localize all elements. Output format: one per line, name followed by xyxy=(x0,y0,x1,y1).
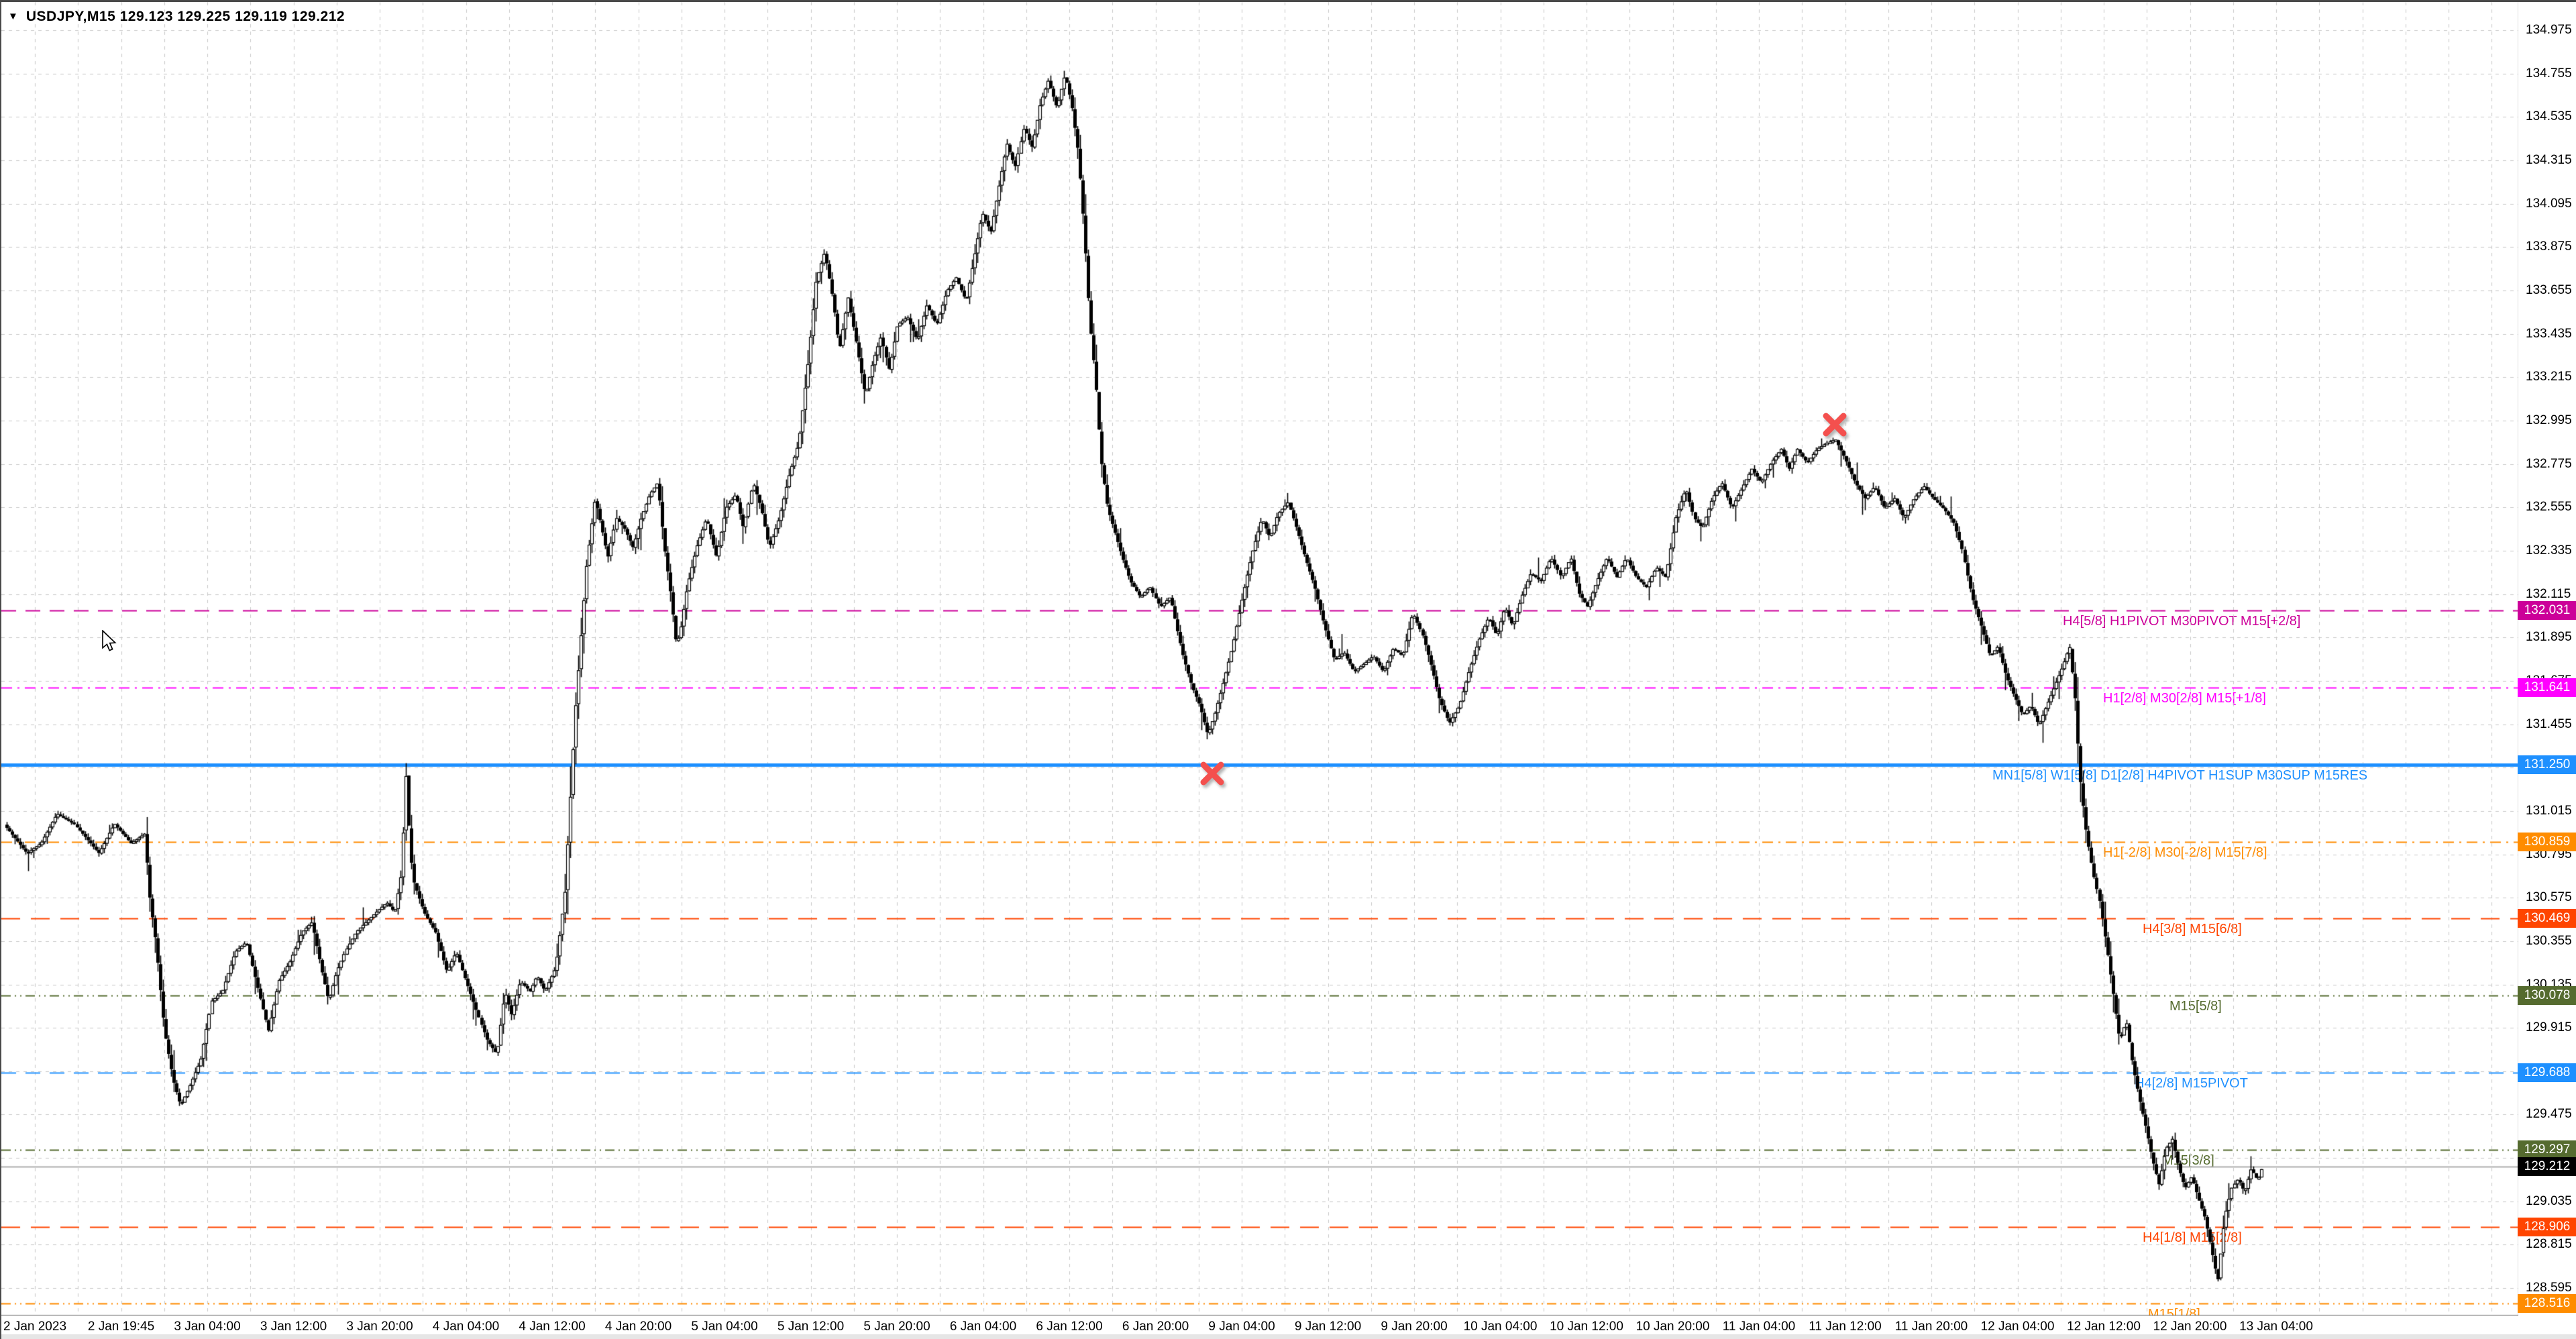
price-axis-tick: 134.095 xyxy=(2526,196,2572,211)
time-axis-label: 4 Jan 20:00 xyxy=(604,1320,672,1334)
price-axis-tick: 134.755 xyxy=(2526,66,2572,81)
window-bottom-edge xyxy=(1,1334,2576,1339)
chart-plot-area[interactable]: H4[5/8] H1PIVOT M30PIVOT M15[+2/8]H1[2/8… xyxy=(1,2,2518,1316)
time-axis-label: 10 Jan 20:00 xyxy=(1635,1320,1710,1334)
time-axis-label: 11 Jan 12:00 xyxy=(1809,1320,1882,1334)
price-axis-level-box: 129.212 xyxy=(2518,1157,2576,1176)
chart-dropdown-arrow-icon[interactable]: ▼ xyxy=(8,11,18,22)
mouse-cursor-icon xyxy=(102,630,117,651)
price-axis-tick: 132.995 xyxy=(2526,413,2572,427)
price-axis-level-box: 128.906 xyxy=(2518,1217,2576,1236)
price-axis-level-box: 129.297 xyxy=(2518,1140,2576,1159)
time-axis-label: 12 Jan 12:00 xyxy=(2067,1320,2141,1334)
price-axis-level-box: 130.859 xyxy=(2518,832,2576,851)
price-axis-tick: 129.035 xyxy=(2526,1193,2572,1208)
time-axis-label: 6 Jan 12:00 xyxy=(1036,1320,1103,1334)
price-axis-tick: 130.575 xyxy=(2526,890,2572,905)
price-axis-tick: 128.815 xyxy=(2526,1237,2572,1252)
price-axis-tick: 133.875 xyxy=(2526,239,2572,254)
price-axis-level-box: 131.641 xyxy=(2518,678,2576,697)
time-axis-label: 11 Jan 04:00 xyxy=(1722,1320,1796,1334)
price-axis-tick: 131.455 xyxy=(2526,716,2572,731)
time-axis-label: 2 Jan 19:45 xyxy=(87,1320,155,1334)
time-axis-label: 9 Jan 04:00 xyxy=(1208,1320,1275,1334)
price-axis-tick: 134.975 xyxy=(2526,23,2572,38)
price-axis-tick: 132.115 xyxy=(2526,586,2571,601)
price-axis-tick: 129.475 xyxy=(2526,1107,2572,1122)
price-axis-level-box: 129.688 xyxy=(2518,1063,2576,1082)
time-axis-label: 12 Jan 04:00 xyxy=(1980,1320,2055,1334)
time-axis-label: 3 Jan 12:00 xyxy=(260,1320,327,1334)
price-axis-tick: 134.535 xyxy=(2526,109,2572,124)
chart-title-ohlc: USDJPY,M15 129.123 129.225 129.119 129.2… xyxy=(25,9,345,24)
time-axis-label: 4 Jan 04:00 xyxy=(432,1320,500,1334)
price-axis-level-box: 132.031 xyxy=(2518,601,2576,621)
price-axis-tick: 133.435 xyxy=(2526,326,2572,341)
time-axis-label: 3 Jan 04:00 xyxy=(174,1320,241,1334)
time-axis-label: 9 Jan 20:00 xyxy=(1381,1320,1448,1334)
price-axis-tick: 134.315 xyxy=(2526,153,2572,167)
price-axis-level-box: 131.250 xyxy=(2518,755,2576,774)
price-axis-tick: 130.355 xyxy=(2526,933,2572,948)
time-axis-label: 2 Jan 2023 xyxy=(3,1320,67,1334)
trade-x-marker[interactable] xyxy=(1821,411,1849,442)
price-axis-level-box: 128.516 xyxy=(2518,1294,2576,1314)
time-axis-label: 5 Jan 20:00 xyxy=(863,1320,930,1334)
price-axis-tick: 128.595 xyxy=(2526,1281,2572,1295)
time-axis-label: 4 Jan 12:00 xyxy=(519,1320,586,1334)
price-axis-tick: 131.895 xyxy=(2526,630,2572,645)
time-axis-label: 9 Jan 12:00 xyxy=(1294,1320,1362,1334)
trade-x-marker[interactable] xyxy=(1198,759,1226,791)
price-axis-level-box: 130.469 xyxy=(2518,909,2576,928)
time-axis-label: 3 Jan 20:00 xyxy=(346,1320,413,1334)
candlestick-chart-canvas[interactable] xyxy=(1,2,2518,1316)
time-axis-label: 5 Jan 12:00 xyxy=(777,1320,845,1334)
time-axis-label: 11 Jan 20:00 xyxy=(1894,1320,1968,1334)
time-axis-label: 5 Jan 04:00 xyxy=(691,1320,758,1334)
price-axis-tick: 129.915 xyxy=(2526,1020,2572,1035)
time-axis-label: 13 Jan 04:00 xyxy=(2239,1320,2313,1334)
time-axis-label: 6 Jan 04:00 xyxy=(949,1320,1017,1334)
price-axis-tick: 133.655 xyxy=(2526,282,2572,297)
price-axis-tick: 131.015 xyxy=(2526,803,2572,818)
price-axis-tick: 132.555 xyxy=(2526,500,2572,515)
time-axis-label: 10 Jan 12:00 xyxy=(1550,1320,1623,1334)
time-axis-label: 10 Jan 04:00 xyxy=(1463,1320,1538,1334)
price-axis-tick: 133.215 xyxy=(2526,370,2572,384)
chart-title-bar: ▼ USDJPY,M15 129.123 129.225 129.119 129… xyxy=(8,7,345,26)
price-axis-level-box: 130.078 xyxy=(2518,986,2576,1006)
price-axis-tick: 132.335 xyxy=(2526,543,2572,557)
time-axis-label: 6 Jan 20:00 xyxy=(1122,1320,1189,1334)
price-axis-tick: 132.775 xyxy=(2526,456,2572,471)
time-axis-label: 12 Jan 20:00 xyxy=(2153,1320,2227,1334)
